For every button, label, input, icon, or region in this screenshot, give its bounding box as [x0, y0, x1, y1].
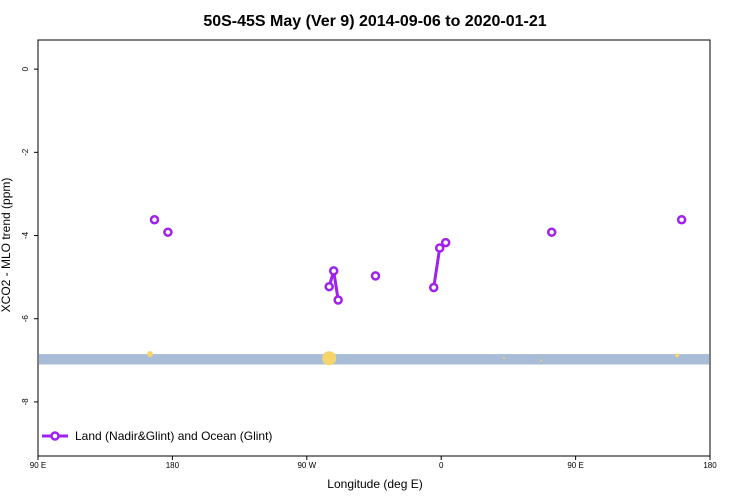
y-tick-label: -4: [21, 231, 30, 239]
land-marker-layer: [147, 351, 680, 366]
land-marker: [322, 351, 337, 366]
x-axis-ticks: 90 E 180 90 W 0 90 E 180: [30, 456, 717, 470]
land-marker: [502, 357, 505, 360]
data-point: [440, 237, 451, 248]
x-tick-label: 90 W: [297, 461, 316, 470]
data-point: [328, 266, 339, 276]
y-axis-label: XCO2 - MLO trend (ppm): [0, 178, 13, 313]
data-point: [324, 281, 334, 292]
land-marker: [147, 351, 153, 358]
chart-title: 50S-45S May (Ver 9) 2014-09-06 to 2020-0…: [203, 13, 546, 30]
legend: Land (Nadir&Glint) and Ocean (Glint): [42, 429, 272, 443]
x-tick-label: 0: [439, 461, 444, 470]
data-point: [676, 214, 687, 225]
y-axis-ticks: 0 -2 -4 -6 -8: [21, 66, 38, 405]
land-marker: [675, 353, 680, 358]
data-point: [333, 295, 343, 305]
legend-label: Land (Nadir&Glint) and Ocean (Glint): [75, 429, 272, 443]
y-tick-label: -6: [21, 315, 30, 323]
legend-marker-swatch: [50, 431, 60, 441]
data-point: [428, 282, 439, 293]
series-layer: [149, 214, 687, 305]
plot-frame: [37, 39, 711, 457]
data-point: [434, 243, 445, 253]
land-marker: [540, 359, 543, 362]
land-band-layer: [39, 354, 709, 365]
land-band: [39, 354, 709, 365]
y-tick-label: 0: [21, 66, 30, 71]
data-point: [149, 214, 160, 225]
data-point: [546, 227, 557, 237]
x-axis-label: Longitude (deg E): [327, 477, 422, 491]
x-tick-label: 180: [166, 461, 180, 470]
data-point: [163, 227, 173, 237]
x-tick-label: 90 E: [567, 461, 583, 470]
y-tick-label: -2: [21, 148, 30, 156]
x-tick-label: 180: [703, 461, 717, 470]
y-tick-label: -8: [21, 398, 30, 406]
x-tick-label: 90 E: [30, 461, 46, 470]
data-point: [370, 271, 381, 281]
